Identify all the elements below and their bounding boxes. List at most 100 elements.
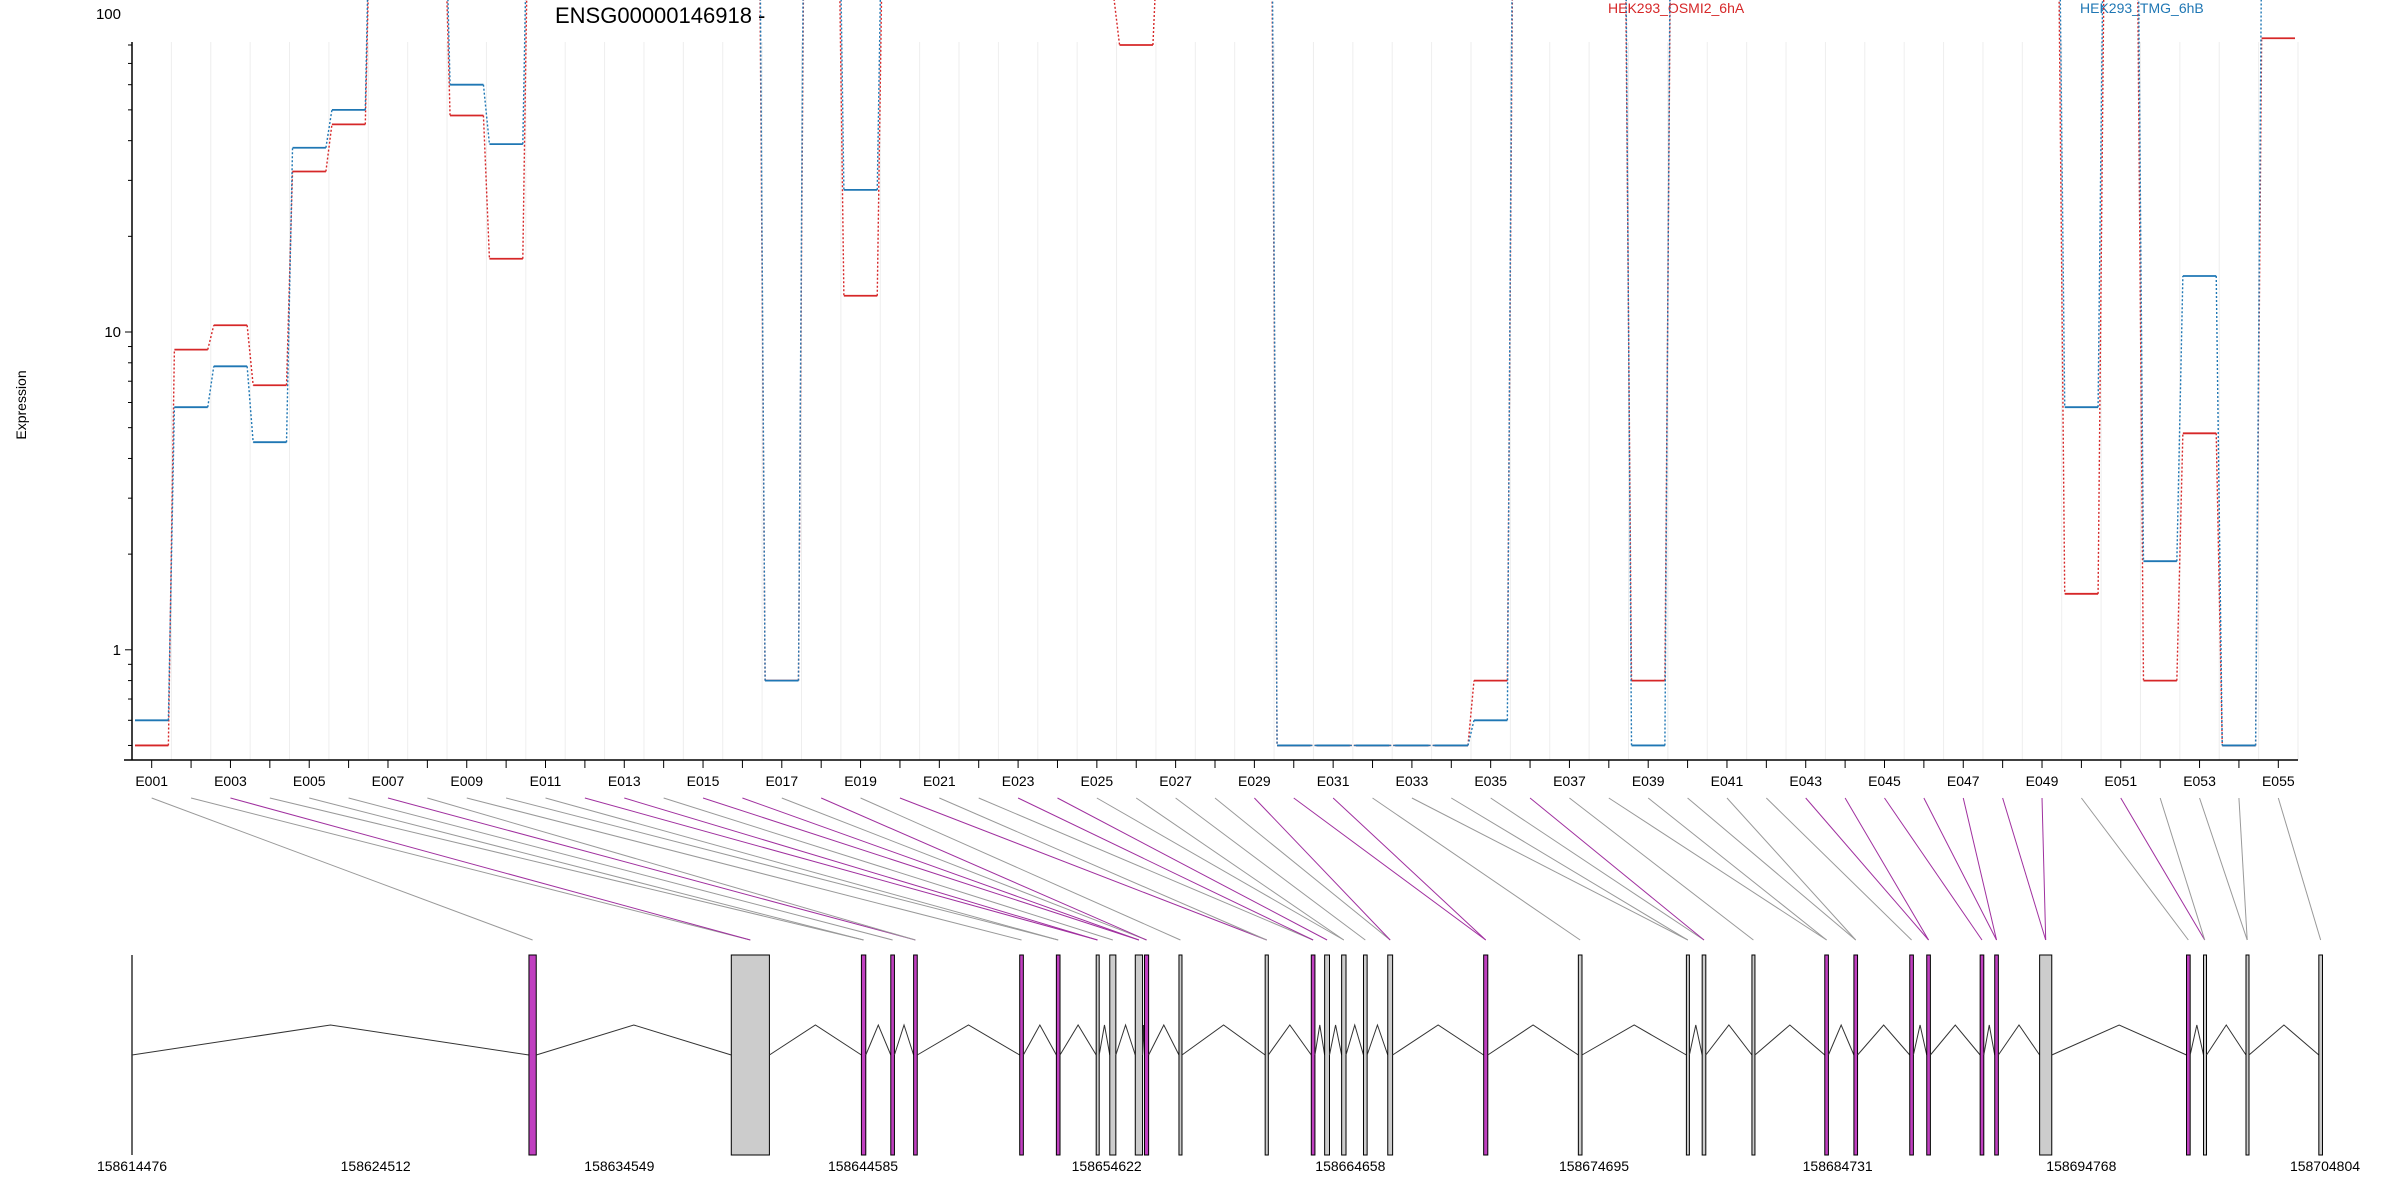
intron-line	[1997, 1024, 2041, 1056]
series-connector	[447, 0, 451, 85]
exon-connector	[1017, 797, 1314, 941]
genomic-tick-label: 158654622	[1072, 1158, 1142, 1174]
exon-box	[1577, 954, 1583, 1156]
exon-box	[2039, 954, 2053, 1156]
y-axis-ticks: 1 10 100	[96, 6, 132, 746]
exon-box	[1264, 954, 1269, 1156]
axes	[124, 42, 2298, 761]
x-axis-ticks: E001 E003 E005 E007 E009 E011 E013 E015 E017 E019…	[135, 760, 2295, 789]
intron-line	[769, 1024, 862, 1056]
exon-connector	[1096, 797, 1345, 941]
intron-line	[1267, 1024, 1312, 1056]
x-tick-label: E055	[2262, 773, 2295, 789]
intron-line	[1983, 1024, 1996, 1056]
exon-box	[1483, 954, 1489, 1156]
x-tick-label: E051	[2104, 773, 2137, 789]
x-tick-label: E037	[1553, 773, 1586, 789]
exon-box	[913, 954, 918, 1156]
exon-connector	[899, 797, 1267, 941]
exon-connector	[1135, 797, 1345, 941]
x-tick-label: E027	[1159, 773, 1192, 789]
exon-connector	[1214, 797, 1391, 941]
exon-box	[528, 954, 537, 1156]
exon-box	[1362, 954, 1368, 1156]
series-connector	[840, 0, 845, 190]
exon-connector	[348, 797, 893, 941]
exon-connector	[1687, 797, 1857, 941]
exon-connector	[2002, 797, 2047, 941]
exon-connector	[1884, 797, 1983, 941]
x-tick-label: E017	[765, 773, 798, 789]
exon-box	[1853, 954, 1859, 1156]
x-tick-label: E033	[1396, 773, 1429, 789]
exon-connector	[1726, 797, 1857, 941]
intron-line	[1912, 1024, 1928, 1056]
exon-box	[1324, 954, 1330, 1156]
intron-line	[1392, 1024, 1484, 1056]
series-connector	[2176, 433, 2184, 681]
exon-connector	[1569, 797, 1754, 941]
x-tick-label: E023	[1002, 773, 1035, 789]
intron-line	[1314, 1024, 1326, 1056]
exon-box	[1685, 954, 1690, 1156]
exon-box	[1019, 954, 1024, 1156]
x-tick-label: E049	[2026, 773, 2059, 789]
x-tick-label: E039	[1632, 773, 1665, 789]
intron-line	[1366, 1023, 1389, 1056]
exon-box	[1310, 954, 1316, 1156]
x-tick-label: E009	[450, 773, 483, 789]
intron-line	[2189, 1024, 2205, 1056]
exon-connector	[860, 797, 1181, 941]
genomic-tick-label: 158664658	[1315, 1158, 1385, 1174]
exon-box	[1341, 954, 1347, 1156]
intron-line	[1345, 1023, 1364, 1056]
intron-line	[536, 1024, 732, 1056]
intron-line	[2206, 1024, 2247, 1056]
series-connector	[2097, 0, 2104, 408]
x-tick-label: E025	[1081, 773, 1114, 789]
exon-box	[1701, 954, 1707, 1156]
exon-connector	[820, 797, 1147, 941]
exon-box	[1178, 954, 1183, 1156]
intron-line	[1329, 1024, 1343, 1056]
exon-connector	[1765, 797, 1912, 941]
exon-box	[1979, 954, 1985, 1156]
exon-box	[2203, 954, 2208, 1156]
series-connector	[839, 0, 845, 296]
exon-box	[1143, 954, 1150, 1156]
series-connector	[1467, 680, 1475, 746]
exon-connector	[2041, 797, 2047, 941]
series-connector	[1625, 0, 1633, 746]
series-connector	[2058, 0, 2066, 594]
series-connector	[167, 407, 176, 721]
series-connector	[2097, 0, 2105, 594]
exon-connector	[1844, 797, 1929, 941]
exon-connector	[1923, 797, 1997, 941]
x-tick-label: E001	[135, 773, 168, 789]
intron-line	[1148, 1023, 1180, 1056]
exon-box	[2318, 954, 2323, 1156]
series-connector	[482, 84, 491, 145]
series-connector	[2059, 0, 2066, 408]
x-tick-label: E053	[2183, 773, 2216, 789]
intron-line	[1754, 1024, 1826, 1056]
exon-connector	[190, 797, 751, 941]
x-tick-label: E047	[1947, 773, 1980, 789]
exon-connector	[1451, 797, 1689, 941]
x-tick-label: E019	[844, 773, 877, 789]
exon-box	[1909, 954, 1914, 1156]
exon-connector	[1608, 797, 1827, 941]
x-tick-label: E045	[1868, 773, 1901, 789]
series-connector	[1113, 0, 1121, 46]
x-tick-label: E003	[214, 773, 247, 789]
series-connector	[1152, 0, 1156, 46]
y-tick-label: 100	[96, 6, 121, 23]
exon-connector	[309, 797, 864, 941]
series-lines	[135, 0, 2295, 747]
y-axis-label: Expression	[13, 370, 29, 439]
intron-line	[1059, 1024, 1097, 1056]
x-tick-label: E015	[687, 773, 720, 789]
exon-connector	[1057, 797, 1328, 941]
series-connector	[2254, 0, 2262, 746]
exon-connector	[230, 797, 751, 941]
